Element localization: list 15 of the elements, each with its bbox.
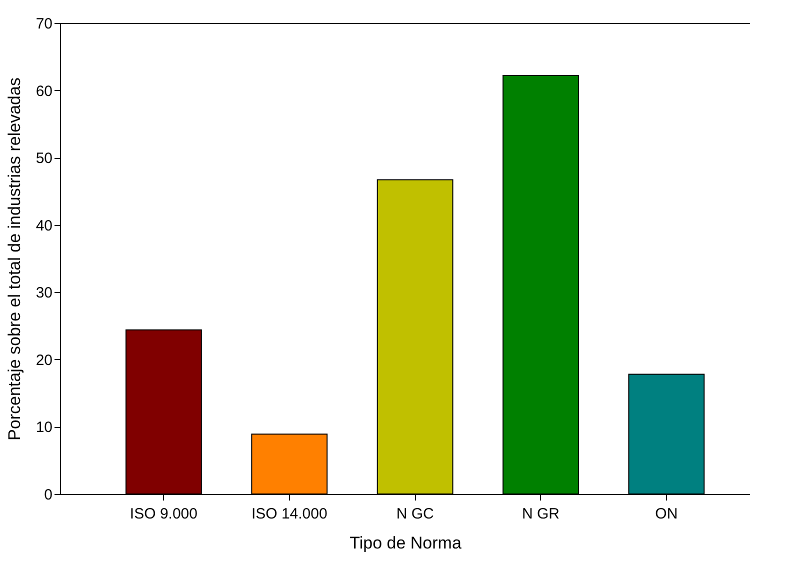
y-tick-label: 10 <box>36 419 52 436</box>
x-tick-label: ISO 9.000 <box>130 506 198 522</box>
y-tick-label: 50 <box>36 150 52 168</box>
x-tick-label: N GC <box>396 506 434 522</box>
y-tick-label: 20 <box>36 352 52 369</box>
x-tick-label: ISO 14.000 <box>251 506 328 522</box>
y-tick-label: 60 <box>36 82 52 100</box>
x-tick-label: ON <box>655 506 678 522</box>
y-tick-label: 40 <box>36 217 52 234</box>
x-axis-title: Tipo de Norma <box>350 534 462 552</box>
y-tick-label: 30 <box>36 284 52 302</box>
x-tick-label: N GR <box>522 506 560 522</box>
y-tick-label: 0 <box>44 486 52 504</box>
y-axis-title: Porcentaje sobre el total de industrias relevadas <box>4 78 24 440</box>
y-tick-label: 70 <box>36 16 52 32</box>
